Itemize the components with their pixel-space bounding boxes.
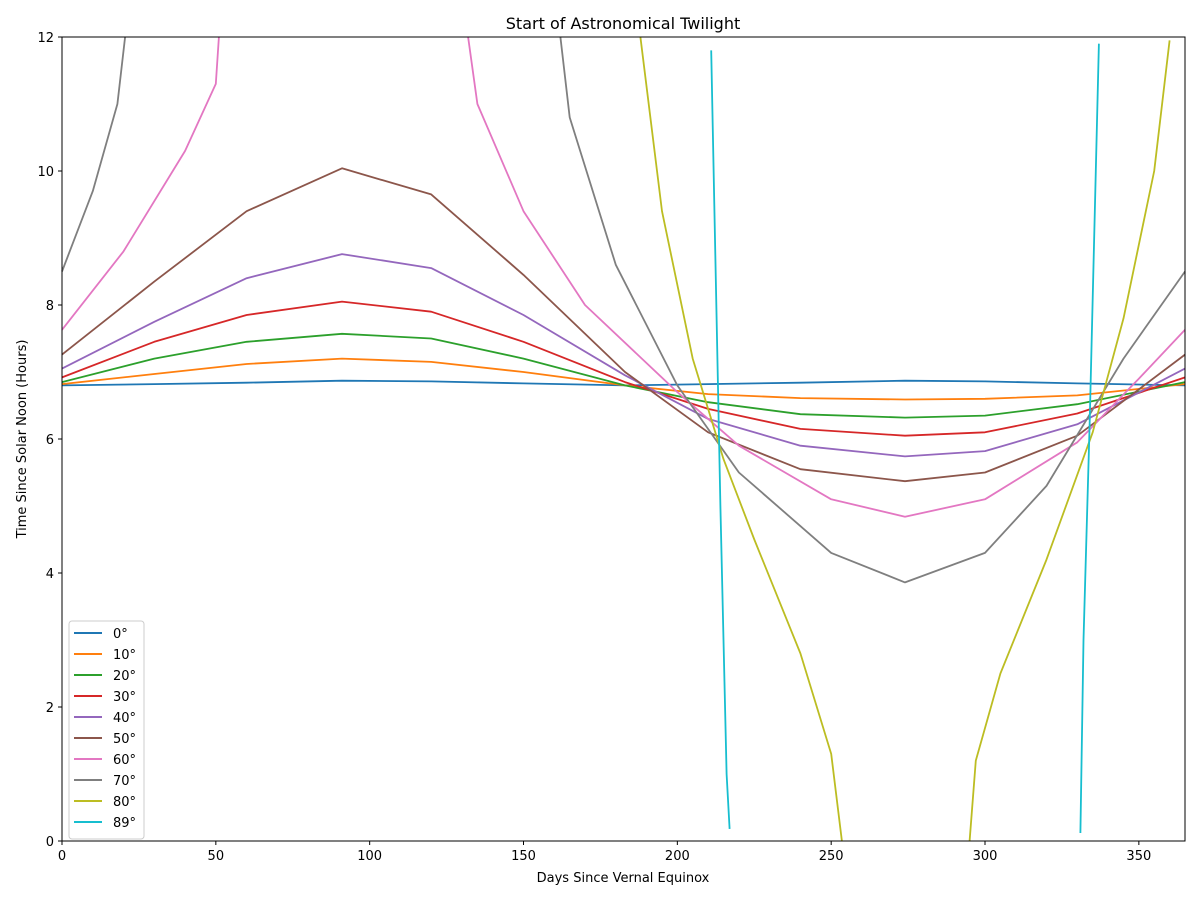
y-tick-label-6: 12 xyxy=(37,31,54,46)
legend-label-3: 30° xyxy=(113,690,136,705)
y-tick-label-0: 0 xyxy=(46,835,54,850)
y-axis-label: Time Since Solar Noon (Hours) xyxy=(15,340,30,540)
x-tick-label-1: 50 xyxy=(208,849,225,864)
series-line-6 xyxy=(61,36,1186,518)
series-line-8 xyxy=(639,36,1171,842)
chart-title: Start of Astronomical Twilight xyxy=(506,14,740,33)
legend-label-5: 50° xyxy=(113,732,136,747)
series-line-1 xyxy=(61,357,1186,401)
x-tick-label-5: 250 xyxy=(819,849,844,864)
series-line-2 xyxy=(61,332,1186,419)
y-tick-label-5: 10 xyxy=(37,165,54,180)
legend-label-7: 70° xyxy=(113,774,136,789)
plot-frame xyxy=(61,36,1186,842)
legend-label-4: 40° xyxy=(113,711,136,726)
legend-label-2: 20° xyxy=(113,669,136,684)
x-axis: 0 50 100 150 200 250 300 350 xyxy=(58,841,1151,864)
series-line-3 xyxy=(61,300,1186,437)
x-tick-label-4: 200 xyxy=(665,849,690,864)
x-tick-label-6: 300 xyxy=(973,849,998,864)
x-tick-label-2: 100 xyxy=(357,849,382,864)
x-tick-label-0: 0 xyxy=(58,849,66,864)
y-tick-label-2: 4 xyxy=(46,567,54,582)
plot-lines xyxy=(61,36,1186,842)
y-axis: 0 2 4 6 8 10 12 xyxy=(37,31,62,850)
legend-label-6: 60° xyxy=(113,753,136,768)
series-line-5 xyxy=(61,167,1186,483)
legend: 0° 10° 20° 30° 40° 50° 60° 70° 80° 89° xyxy=(68,620,145,840)
y-tick-label-4: 8 xyxy=(46,299,54,314)
x-tick-label-3: 150 xyxy=(511,849,536,864)
x-axis-label: Days Since Vernal Equinox xyxy=(537,871,710,886)
series-line-9 xyxy=(710,43,1100,834)
legend-label-0: 0° xyxy=(113,627,128,642)
x-tick-label-7: 350 xyxy=(1126,849,1151,864)
y-tick-label-3: 6 xyxy=(46,433,54,448)
legend-label-1: 10° xyxy=(113,648,136,663)
legend-label-9: 89° xyxy=(113,816,136,831)
series-line-4 xyxy=(61,253,1186,458)
series-line-7 xyxy=(61,36,1186,584)
y-tick-label-1: 2 xyxy=(46,701,54,716)
legend-label-8: 80° xyxy=(113,795,136,810)
